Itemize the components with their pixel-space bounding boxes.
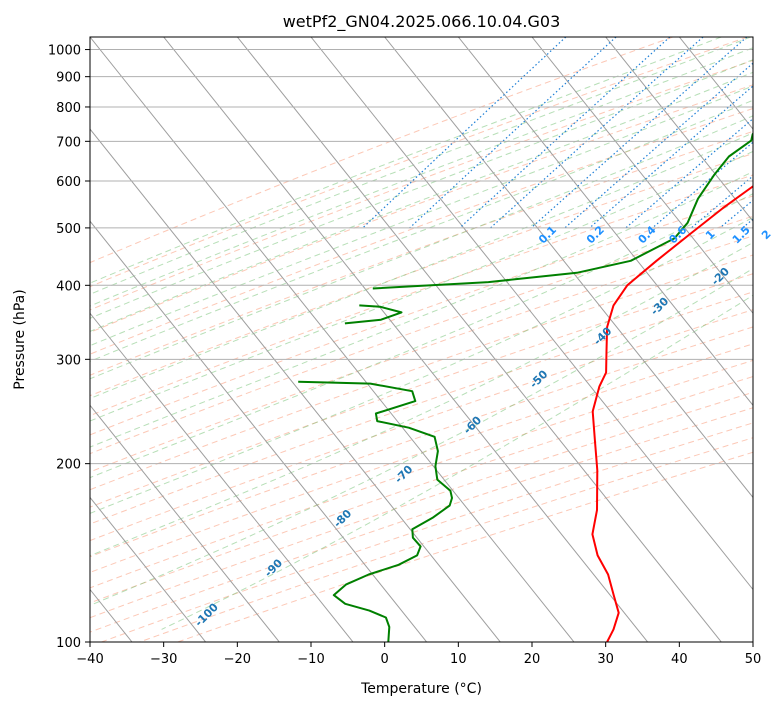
plot-frame xyxy=(89,36,754,643)
background-lines xyxy=(0,37,775,642)
x-tick-label: −30 xyxy=(150,652,177,667)
isotherm xyxy=(90,404,280,642)
isotherm xyxy=(236,37,722,642)
dry-adiabat xyxy=(90,130,753,376)
dry-adiabat xyxy=(90,235,753,473)
profile-line xyxy=(298,380,453,642)
isotherm xyxy=(90,37,575,642)
dry-adiabat xyxy=(90,84,753,333)
moist-adiabat xyxy=(90,71,753,332)
moist-adiabat xyxy=(90,47,753,307)
x-tick-label: −20 xyxy=(224,652,251,667)
moist-adiabat xyxy=(90,268,753,606)
moist-adiabat xyxy=(90,99,753,362)
y-tick-label: 500 xyxy=(56,222,81,237)
isotherm xyxy=(90,128,501,642)
isotherm xyxy=(605,37,753,222)
y-tick-label: 800 xyxy=(56,101,81,116)
moist-adiabat xyxy=(90,37,751,295)
mixing-ratio-line xyxy=(742,218,753,229)
profile-line xyxy=(591,185,753,642)
x-tick-label: −40 xyxy=(76,652,103,667)
isotherm xyxy=(90,496,207,642)
moist-adiabat xyxy=(90,171,753,448)
isotherm xyxy=(90,220,428,642)
moist-adiabat xyxy=(90,241,753,557)
dry-adiabat xyxy=(90,407,753,633)
moist-adiabat xyxy=(90,37,722,284)
y-tick-label: 100 xyxy=(56,636,81,651)
x-tick-label: 0 xyxy=(381,652,389,667)
profile-line xyxy=(344,304,403,325)
isotherm xyxy=(90,312,354,642)
line-label: -90 xyxy=(262,556,285,579)
dry-adiabat xyxy=(90,391,753,619)
pressure-gridlines xyxy=(90,49,753,642)
y-tick-label: 400 xyxy=(56,279,81,294)
mixing-ratio-line xyxy=(770,37,775,228)
chart-title: wetPf2_GN04.2025.066.10.04.G03 xyxy=(283,12,561,32)
x-tick-label: 10 xyxy=(450,652,467,667)
line-label: 0.6 xyxy=(666,223,689,246)
mixing-ratio-line xyxy=(564,62,753,229)
x-tick-label: 20 xyxy=(524,652,541,667)
dry-adiabat xyxy=(90,37,673,264)
dry-adiabat xyxy=(177,451,753,642)
moist-adiabat xyxy=(90,193,753,479)
mixing-ratio-line xyxy=(362,37,567,229)
isotherm xyxy=(457,37,753,407)
y-tick-label: 900 xyxy=(56,71,81,86)
y-tick-label: 700 xyxy=(56,135,81,150)
line-label: -50 xyxy=(527,367,550,390)
line-label: 0.2 xyxy=(584,223,607,246)
x-tick-label: 30 xyxy=(597,652,614,667)
x-tick-label: 50 xyxy=(745,652,762,667)
line-label: -40 xyxy=(591,324,614,347)
x-axis-ticks: −40 −30 −20 −10 0 10 20 30 40 50 xyxy=(76,642,761,667)
x-tick-label: −10 xyxy=(297,652,324,667)
dry-adiabat xyxy=(90,376,753,604)
x-tick-label: 40 xyxy=(671,652,688,667)
line-label: -100 xyxy=(192,600,221,629)
mixing-ratio-line xyxy=(690,175,753,229)
profile-line xyxy=(372,132,753,290)
y-tick-label: 600 xyxy=(56,175,81,190)
isotherm xyxy=(531,37,753,315)
isotherm xyxy=(163,37,649,642)
mixing-ratio-line xyxy=(589,85,753,229)
dry-adiabat xyxy=(90,215,753,455)
sounding-profiles xyxy=(298,132,753,642)
line-label: 0.4 xyxy=(636,223,659,246)
y-tick-label: 1000 xyxy=(48,44,81,59)
line-annotations: -100-90-80-70-60-50-40-30-20-10010203040… xyxy=(192,223,774,629)
line-label: 1 xyxy=(703,228,718,243)
x-axis-label: Temperature (°C) xyxy=(360,681,482,697)
line-label: 1.5 xyxy=(730,223,753,246)
isotherm xyxy=(752,37,753,38)
dry-adiabat xyxy=(90,37,748,288)
mixing-ratio-line xyxy=(530,37,748,229)
dry-adiabat xyxy=(90,309,753,542)
mixing-ratio-line xyxy=(719,199,753,229)
isotherm xyxy=(678,37,753,130)
isotherm xyxy=(310,37,753,591)
moist-adiabat xyxy=(161,294,753,630)
y-tick-label: 200 xyxy=(56,458,81,473)
dry-adiabat xyxy=(90,174,753,417)
dry-adiabat xyxy=(90,107,753,355)
y-axis-ticks: 100 200 300 400 500 600 700 800 900 1000 xyxy=(48,44,90,651)
y-axis-label: Pressure (hPa) xyxy=(12,289,28,389)
mixing-ratio-line xyxy=(459,37,671,229)
moist-adiabat xyxy=(90,59,753,319)
dry-adiabat xyxy=(90,152,753,397)
isotherm xyxy=(0,37,58,642)
mixing-ratio-line xyxy=(409,37,617,229)
y-tick-label: 300 xyxy=(56,353,81,368)
moist-adiabat xyxy=(90,85,753,347)
line-label: 2 xyxy=(759,228,774,243)
isotherm xyxy=(384,37,753,499)
dry-adiabat xyxy=(101,422,753,642)
